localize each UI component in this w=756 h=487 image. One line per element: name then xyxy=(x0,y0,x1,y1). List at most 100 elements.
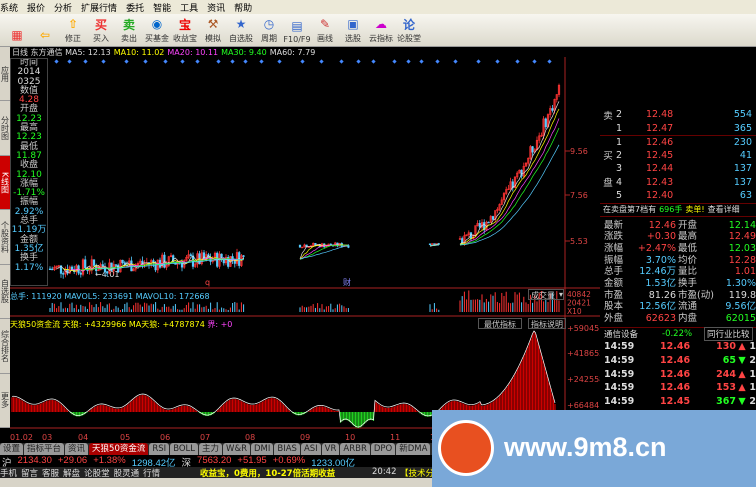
side-tab[interactable]: 自选股 xyxy=(0,265,10,320)
side-tab[interactable]: 应用 xyxy=(0,47,10,102)
indicator-tab[interactable]: VR xyxy=(321,443,340,455)
candle-body xyxy=(92,259,96,266)
toolbar-label: 修正 xyxy=(65,34,81,43)
menu-item[interactable]: 资讯 xyxy=(207,3,226,14)
menu-item[interactable]: 扩展行情 xyxy=(81,3,118,14)
toolbar-button[interactable]: ▤ F10/F9 xyxy=(283,18,310,44)
status-link[interactable]: 留言 xyxy=(21,469,39,479)
candle-body xyxy=(132,268,135,272)
volume-indicator-select[interactable]: 成交量 ▾ xyxy=(528,289,564,300)
order-notice[interactable]: 在卖盘第7档有 696手 卖单! 查看详细 xyxy=(600,202,756,217)
status-link[interactable]: 解盘 xyxy=(63,469,81,479)
bid-row[interactable]: 买 2 12.45 41 xyxy=(600,149,756,163)
indicator-extra: 界: +0 xyxy=(207,320,233,329)
tick-extra: 2 xyxy=(749,355,756,367)
tick-volume: 367 xyxy=(716,395,736,407)
side-tab[interactable]: 综合排名 xyxy=(0,319,10,374)
bid-row[interactable]: 3 12.44 137 xyxy=(600,162,756,176)
toolbar-button[interactable]: ⚒ 模拟 xyxy=(200,16,226,44)
candle-body xyxy=(522,165,525,177)
stock-name: 东方通信 xyxy=(30,48,63,57)
status-link[interactable]: 股灵通 xyxy=(113,469,140,479)
clock-icon: ◷ xyxy=(263,17,275,31)
pencil-icon: ✎ xyxy=(319,17,331,31)
toolbar-button[interactable]: ◉ 买基金 xyxy=(144,16,170,44)
time-tick-label: 10 xyxy=(345,433,355,442)
indicator-tab[interactable]: W&R xyxy=(223,443,250,455)
toolbar-button[interactable]: ☁ 云指标 xyxy=(368,16,394,44)
menu-item[interactable]: 报价 xyxy=(27,3,46,14)
indicator-tab[interactable]: 主力 xyxy=(199,443,223,455)
ask-row[interactable]: 卖 2 12.48 554 xyxy=(600,108,756,122)
bid-row[interactable]: 5 12.40 63 xyxy=(600,189,756,203)
data-label: 收盘 xyxy=(19,160,38,171)
indicator-tab[interactable]: BOLL xyxy=(170,443,199,455)
tick-row: 14:59 12.46 65 ▼ 2 xyxy=(600,354,756,368)
toolbar-button[interactable]: 卖卖出 xyxy=(116,16,142,44)
candle-body xyxy=(194,263,197,267)
data-label: 换手 xyxy=(19,253,38,264)
indicator-tab[interactable]: 指标平台 xyxy=(24,443,65,455)
toolbar-button[interactable]: ✎ 画线 xyxy=(312,16,338,44)
indicator-tab[interactable]: DMI xyxy=(251,443,274,455)
quote-panel: 卖 2 12.48 554 1 12.47 365 1 12.46 230 买 2 12.45 41 3 12… xyxy=(600,108,756,434)
industry-compare-button[interactable]: 同行业比较 xyxy=(704,326,753,341)
indicator-tab[interactable]: DPO xyxy=(370,443,396,455)
side-tab[interactable]: K线图 xyxy=(0,155,10,211)
summary-value: 12.49 xyxy=(728,231,756,243)
candle-body xyxy=(478,223,481,228)
toolbar-label: 选股 xyxy=(345,34,361,43)
event-marker-icon xyxy=(495,59,500,64)
toolbar-button[interactable]: ◷ 周期 xyxy=(256,16,282,44)
menu-item[interactable]: 智能 xyxy=(153,3,172,14)
side-tab[interactable]: 更多 xyxy=(0,374,10,428)
bid-row[interactable]: 盘 4 12.43 137 xyxy=(600,176,756,190)
indicator-explain-button[interactable]: 指标说明 xyxy=(528,318,566,329)
toolbar-button[interactable]: ⇦ xyxy=(32,27,58,44)
status-link[interactable]: 客服 xyxy=(42,469,60,479)
event-marker-icon xyxy=(406,59,411,64)
status-ad-link[interactable]: 收益宝，0费用，10-27倍活期收益 xyxy=(200,469,336,479)
view-detail-link[interactable]: 查看详细 xyxy=(707,205,740,214)
indicator-tab[interactable]: BIAS xyxy=(274,443,300,455)
indicator-tab[interactable]: 资讯 xyxy=(65,443,89,455)
indicator-tab[interactable]: RSI xyxy=(149,443,170,455)
status-news[interactable]: 【技术分 xyxy=(400,469,435,479)
menu-item[interactable]: 帮助 xyxy=(234,3,253,14)
toolbar-button[interactable]: ▣ 选股 xyxy=(340,16,366,44)
price: 12.45 xyxy=(646,149,674,161)
toolbar-button[interactable]: ▦ xyxy=(4,27,30,44)
price-tick-label: 5.53 xyxy=(570,237,588,246)
toolbar-label: 模拟 xyxy=(205,34,221,43)
toolbar-button[interactable]: ★ 自选股 xyxy=(228,16,254,44)
menu-item[interactable]: 分析 xyxy=(54,3,73,14)
toolbar-button[interactable]: 论论股堂 xyxy=(396,16,422,44)
status-link[interactable]: 论股堂 xyxy=(84,469,110,479)
indicator-tab[interactable]: 设置 xyxy=(0,443,24,455)
status-link[interactable]: 行情 xyxy=(143,469,161,479)
bid-row[interactable]: 1 12.46 230 xyxy=(600,135,756,149)
indicator-tab[interactable]: 新DMA xyxy=(396,443,431,455)
menu-item[interactable]: 委托 xyxy=(126,3,145,14)
toolbar-button[interactable]: 宝收益宝 xyxy=(172,16,198,44)
indicator-tab[interactable]: 天狼50资金流 xyxy=(89,443,149,455)
indicator-tab[interactable]: ARBR xyxy=(340,443,370,455)
indicator-tab[interactable]: ASI xyxy=(300,443,321,455)
best-indicator-button[interactable]: 最优指标 xyxy=(478,318,522,329)
candle-body xyxy=(544,118,547,128)
menu-item[interactable]: 工具 xyxy=(180,3,199,14)
bid-side-label: 盘 xyxy=(603,178,613,190)
toolbar-button[interactable]: 买买入 xyxy=(88,16,114,44)
candle-body xyxy=(165,264,168,268)
toolbar-button[interactable]: ⇧ 修正 xyxy=(60,16,86,44)
summary-label: 振幅 xyxy=(604,254,624,266)
candle-body xyxy=(511,181,514,188)
tick-row: 14:59 12.46 153 ▲ 1 xyxy=(600,381,756,395)
status-link[interactable]: 手机 xyxy=(0,469,18,479)
toolbar-label: 买入 xyxy=(93,34,109,43)
side-tab[interactable]: 个股资料 xyxy=(0,210,10,265)
side-tab[interactable]: 分时图 xyxy=(0,101,10,156)
menu-item[interactable]: 系统 xyxy=(0,3,19,14)
ask-row[interactable]: 1 12.47 365 xyxy=(600,122,756,136)
